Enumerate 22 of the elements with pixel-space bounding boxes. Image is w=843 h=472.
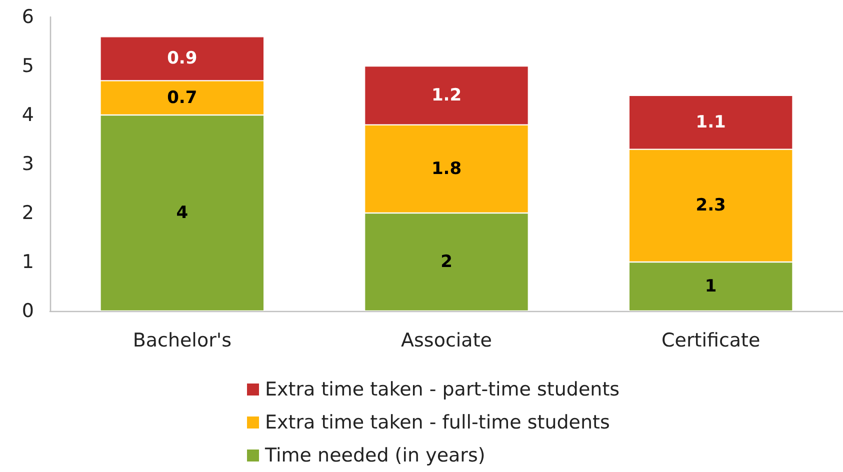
data-label: 2.3 bbox=[696, 196, 726, 216]
y-tick-label: 5 bbox=[22, 55, 34, 77]
data-label: 0.9 bbox=[167, 48, 198, 69]
data-label: 1.1 bbox=[696, 112, 726, 132]
legend-label: Time needed (in years) bbox=[264, 444, 486, 466]
y-tick-label: 1 bbox=[22, 251, 34, 273]
y-tick-label: 4 bbox=[22, 104, 34, 126]
y-tick-label: 2 bbox=[22, 202, 34, 224]
y-tick-label: 3 bbox=[22, 153, 34, 175]
y-tick-label: 6 bbox=[22, 6, 34, 28]
data-label: 1.8 bbox=[431, 158, 462, 179]
x-tick-label: Associate bbox=[401, 330, 492, 352]
data-label: 0.7 bbox=[167, 88, 198, 108]
legend-label: Extra time taken - part-time students bbox=[265, 378, 620, 400]
data-label: 4 bbox=[176, 203, 188, 223]
legend-label: Extra time taken - full-time students bbox=[265, 412, 610, 434]
x-tick-label: Certificate bbox=[661, 330, 760, 352]
data-label: 1.2 bbox=[431, 85, 462, 106]
y-tick-label: 0 bbox=[22, 300, 34, 322]
x-tick-label: Bachelor's bbox=[132, 330, 232, 352]
data-label: 1 bbox=[704, 276, 717, 296]
data-label: 2 bbox=[440, 252, 452, 272]
